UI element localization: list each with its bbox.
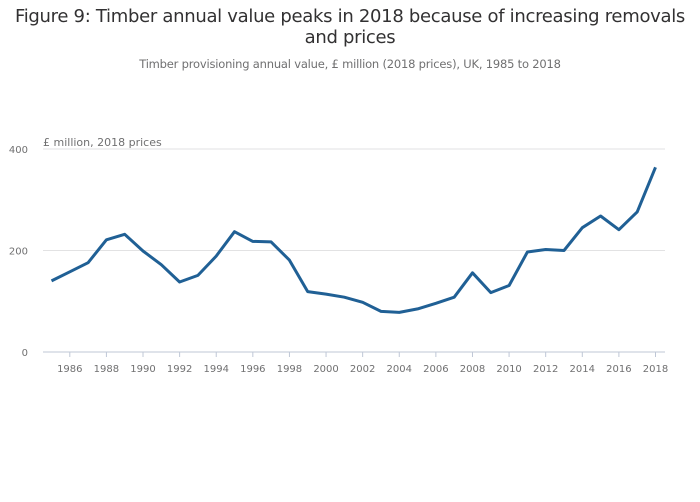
x-axis: 1986 1988 1990 1992 1994 1996 1998 2000 2002 2004… [43,351,668,375]
x-tick-label-2006: 2006 [423,364,448,375]
y-tick-label-400: 400 [9,145,28,156]
x-tick-label-1986: 1986 [57,364,82,375]
x-tick-label-1990: 1990 [130,364,155,375]
x-tick-label-2014: 2014 [570,364,595,375]
x-tick-label-1996: 1996 [240,364,265,375]
x-tick-label-2002: 2002 [350,364,375,375]
y-tick-label-200: 200 [9,247,28,258]
series-group [50,166,657,314]
x-tick-label-1994: 1994 [204,364,229,375]
x-tick-label-2000: 2000 [313,364,338,375]
chart-title: Figure 9: Timber annual value peaks in 2… [14,6,686,48]
x-tick-label-1998: 1998 [277,364,302,375]
y-tick-label-0: 0 [22,348,28,359]
x-tick-label-2010: 2010 [496,364,521,375]
gridlines [43,148,665,251]
chart-subtitle: Timber provisioning annual value, £ mill… [139,57,561,71]
y-axis-label: £ million, 2018 prices [43,136,162,149]
x-tick-label-1988: 1988 [94,364,119,375]
y-axis-ticks: 0 200 400 [9,145,28,359]
x-tick-label-2008: 2008 [460,364,485,375]
x-tick-label-2018: 2018 [643,364,668,375]
x-tick-label-2012: 2012 [533,364,558,375]
x-tick-label-2016: 2016 [606,364,631,375]
series-line-0 [50,166,657,314]
x-tick-label-1992: 1992 [167,364,192,375]
x-tick-label-2004: 2004 [387,364,412,375]
